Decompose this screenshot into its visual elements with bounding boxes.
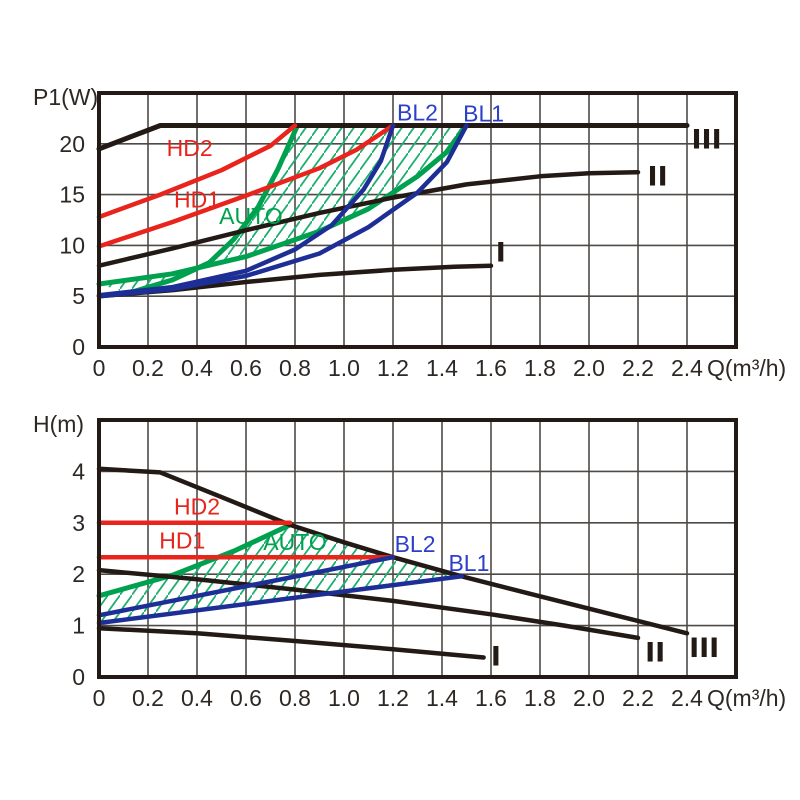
x-tick-label: 1.6 [475, 685, 507, 711]
x-tick-label: 2.2 [622, 685, 654, 711]
y-tick-label: 0 [72, 664, 85, 690]
head-chart-frame [97, 418, 738, 679]
label-HD2: HD2 [174, 493, 220, 519]
y-tick-label: 2 [72, 561, 85, 587]
label-III: III [689, 633, 719, 664]
x-tick-label: 2.2 [622, 355, 654, 381]
x-tick-label: 0.2 [132, 355, 164, 381]
y-axis-title: P1(W) [33, 84, 98, 110]
x-tick-label: 1.0 [328, 685, 360, 711]
x-tick-label: 2.4 [671, 685, 703, 711]
x-tick-label: 1.8 [524, 355, 556, 381]
curve-BL1 [96, 574, 464, 626]
x-axis-title: Q(m³/h) [707, 685, 786, 711]
label-III: III [692, 125, 722, 156]
y-tick-label: 15 [59, 182, 85, 208]
x-tick-label: 0.8 [279, 685, 311, 711]
y-tick-label: 10 [59, 232, 85, 258]
x-tick-label: 0.4 [181, 355, 213, 381]
x-tick-label: 1.4 [426, 355, 458, 381]
y-tick-label: 20 [59, 131, 85, 157]
x-axis-title: Q(m³/h) [707, 355, 786, 381]
label-AUTO: AUTO [263, 529, 326, 555]
label-BL1: BL1 [448, 550, 489, 576]
x-tick-label: 0 [93, 355, 106, 381]
x-tick-label: 1.2 [377, 355, 409, 381]
curve-BL2 [96, 554, 396, 618]
x-tick-label: 2.0 [573, 355, 605, 381]
x-tick-label: 1.2 [377, 685, 409, 711]
curve-II [96, 567, 641, 641]
x-tick-label: 1.0 [328, 355, 360, 381]
power-chart-frame [97, 91, 738, 349]
curve-AUTO-max [96, 522, 293, 599]
label-HD2: HD2 [167, 135, 213, 161]
label-BL2: BL2 [395, 531, 436, 557]
label-HD1: HD1 [174, 187, 220, 213]
curve-I [96, 625, 486, 660]
label-BL2: BL2 [397, 99, 438, 125]
curve-III [96, 466, 690, 636]
curve-BL2 [96, 123, 396, 298]
y-tick-label: 1 [72, 613, 85, 639]
curve-II [96, 169, 641, 268]
curve-HD1 [96, 123, 396, 249]
x-tick-label: 0 [93, 685, 106, 711]
label-HD1: HD1 [159, 527, 205, 553]
label-II: II [645, 637, 665, 668]
x-tick-label: 0.8 [279, 355, 311, 381]
y-axis-title: H(m) [33, 411, 84, 437]
y-tick-label: 5 [72, 283, 85, 309]
y-tick-label: 0 [72, 334, 85, 360]
x-tick-label: 1.8 [524, 685, 556, 711]
curve-AUTO-max [125, 123, 300, 296]
x-tick-label: 1.4 [426, 685, 458, 711]
label-AUTO: AUTO [219, 203, 282, 229]
power-chart: 0 0.2 0.4 0.6 0.8 1.0 1.2 1.4 1.6 1.8 2.0 2.2 2.4 0 5 1… [33, 84, 786, 381]
x-tick-label: 2.0 [573, 685, 605, 711]
x-tick-label: 0.6 [230, 685, 262, 711]
label-BL1: BL1 [463, 100, 504, 126]
x-tick-label: 0.4 [181, 685, 213, 711]
curve-AUTO-min [96, 123, 469, 287]
x-tick-label: 0.6 [230, 355, 262, 381]
x-tick-label: 0.2 [132, 685, 164, 711]
label-I: I [491, 641, 501, 672]
y-tick-label: 4 [72, 458, 85, 484]
head-chart: 0 0.2 0.4 0.6 0.8 1.0 1.2 1.4 1.6 1.8 2.0 2.2 2.4 0 1 2… [33, 411, 786, 711]
label-II: II [648, 161, 668, 192]
curve-III [96, 123, 690, 152]
x-tick-label: 1.6 [475, 355, 507, 381]
x-tick-label: 2.4 [671, 355, 703, 381]
curve-BL1 [96, 123, 469, 299]
label-I: I [496, 237, 506, 268]
y-tick-label: 3 [72, 510, 85, 536]
curve-HD2 [96, 123, 298, 220]
